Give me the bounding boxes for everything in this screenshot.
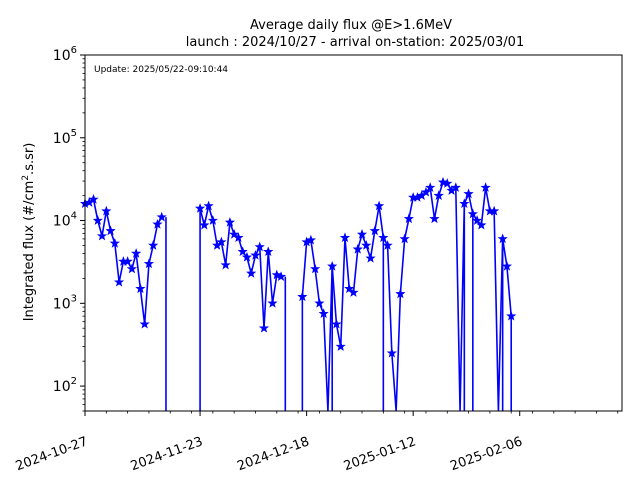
data-point (327, 260, 338, 271)
data-point (318, 308, 329, 318)
y-axis-label: Integrated flux (#/cm2.s.sr) (21, 143, 37, 322)
data-point (254, 241, 265, 252)
data-point (433, 190, 444, 200)
data-point (305, 234, 316, 245)
data-point (506, 310, 517, 321)
data-point (386, 347, 397, 358)
y-tick-label: 103 (53, 293, 77, 312)
data-point (373, 200, 385, 211)
data-point (472, 215, 483, 225)
y-tick-label: 106 (53, 45, 77, 64)
series-line (301, 181, 512, 412)
y-axis-ticks: 102 103 104 105 106 (53, 45, 85, 412)
data-point (220, 259, 231, 270)
data-point (267, 297, 278, 308)
data-point (467, 208, 478, 219)
data-point (361, 240, 372, 250)
data-point (348, 287, 359, 297)
update-annotation: Update: 2025/05/22-09:10:44 (94, 65, 228, 75)
data-point (131, 248, 142, 258)
data-point (92, 215, 103, 225)
x-tick-label: 2024-12-18 (235, 434, 311, 474)
data-point (442, 178, 453, 188)
x-tick-label: 2025-01-12 (342, 434, 418, 474)
data-point (378, 232, 389, 243)
data-point (139, 318, 150, 329)
data-point (135, 283, 146, 294)
data-point (105, 225, 116, 236)
x-axis-ticks: 2024-10-27 2024-11-23 2024-12-18 2025-01-12… (14, 411, 619, 474)
y-tick-label: 104 (53, 211, 77, 230)
data-point (233, 232, 244, 243)
y-tick-label: 102 (53, 376, 77, 395)
data-point (126, 263, 137, 274)
data-point (459, 198, 470, 208)
data-point (224, 217, 235, 227)
data-point (263, 246, 274, 257)
data-point (489, 205, 500, 216)
data-point (258, 322, 270, 333)
data-point (395, 288, 406, 299)
data-point (203, 200, 214, 211)
data-point (275, 271, 287, 281)
data-point (216, 236, 227, 247)
data-point (382, 240, 393, 250)
x-tick-label: 2025-02-06 (448, 434, 524, 474)
data-point (497, 233, 508, 244)
data-point (335, 341, 346, 351)
data-point (352, 243, 363, 254)
data-point (271, 269, 282, 280)
data-point (250, 249, 261, 260)
y-tick-label: 105 (53, 128, 77, 147)
chart-title-line1: Average daily flux @E>1.6MeV (250, 18, 452, 33)
data-point (114, 276, 125, 287)
flux-series (79, 176, 517, 412)
data-point (88, 194, 99, 204)
data-point (199, 219, 210, 230)
data-point (331, 318, 342, 329)
data-point (143, 258, 155, 269)
data-point (501, 260, 513, 271)
data-point (207, 215, 218, 225)
data-point (96, 230, 108, 241)
data-point (356, 229, 368, 239)
data-point (425, 182, 436, 192)
series-line (199, 205, 282, 329)
data-point (109, 238, 120, 248)
data-point (476, 219, 487, 230)
data-point (450, 182, 461, 192)
data-point (237, 246, 248, 257)
data-point (480, 182, 491, 192)
data-point (101, 205, 112, 216)
data-point (297, 291, 308, 302)
data-point (403, 213, 414, 224)
chart-title-line2: launch : 2024/10/27 - arrival on-station… (186, 35, 524, 50)
data-point (148, 240, 159, 250)
data-point (420, 186, 432, 197)
data-point (344, 283, 355, 294)
data-point (369, 225, 380, 236)
data-point (429, 213, 440, 224)
data-point (152, 218, 163, 229)
x-tick-label: 2024-10-27 (14, 434, 90, 474)
data-point (122, 256, 133, 266)
data-point (339, 232, 351, 243)
data-point (156, 211, 167, 222)
data-point (314, 297, 325, 308)
data-point (463, 188, 474, 199)
data-point (365, 252, 376, 263)
data-point (194, 203, 206, 213)
data-point (241, 251, 253, 262)
x-tick-label: 2024-11-23 (129, 434, 205, 474)
data-point (310, 263, 321, 274)
data-point (246, 268, 257, 278)
data-point (399, 233, 410, 244)
